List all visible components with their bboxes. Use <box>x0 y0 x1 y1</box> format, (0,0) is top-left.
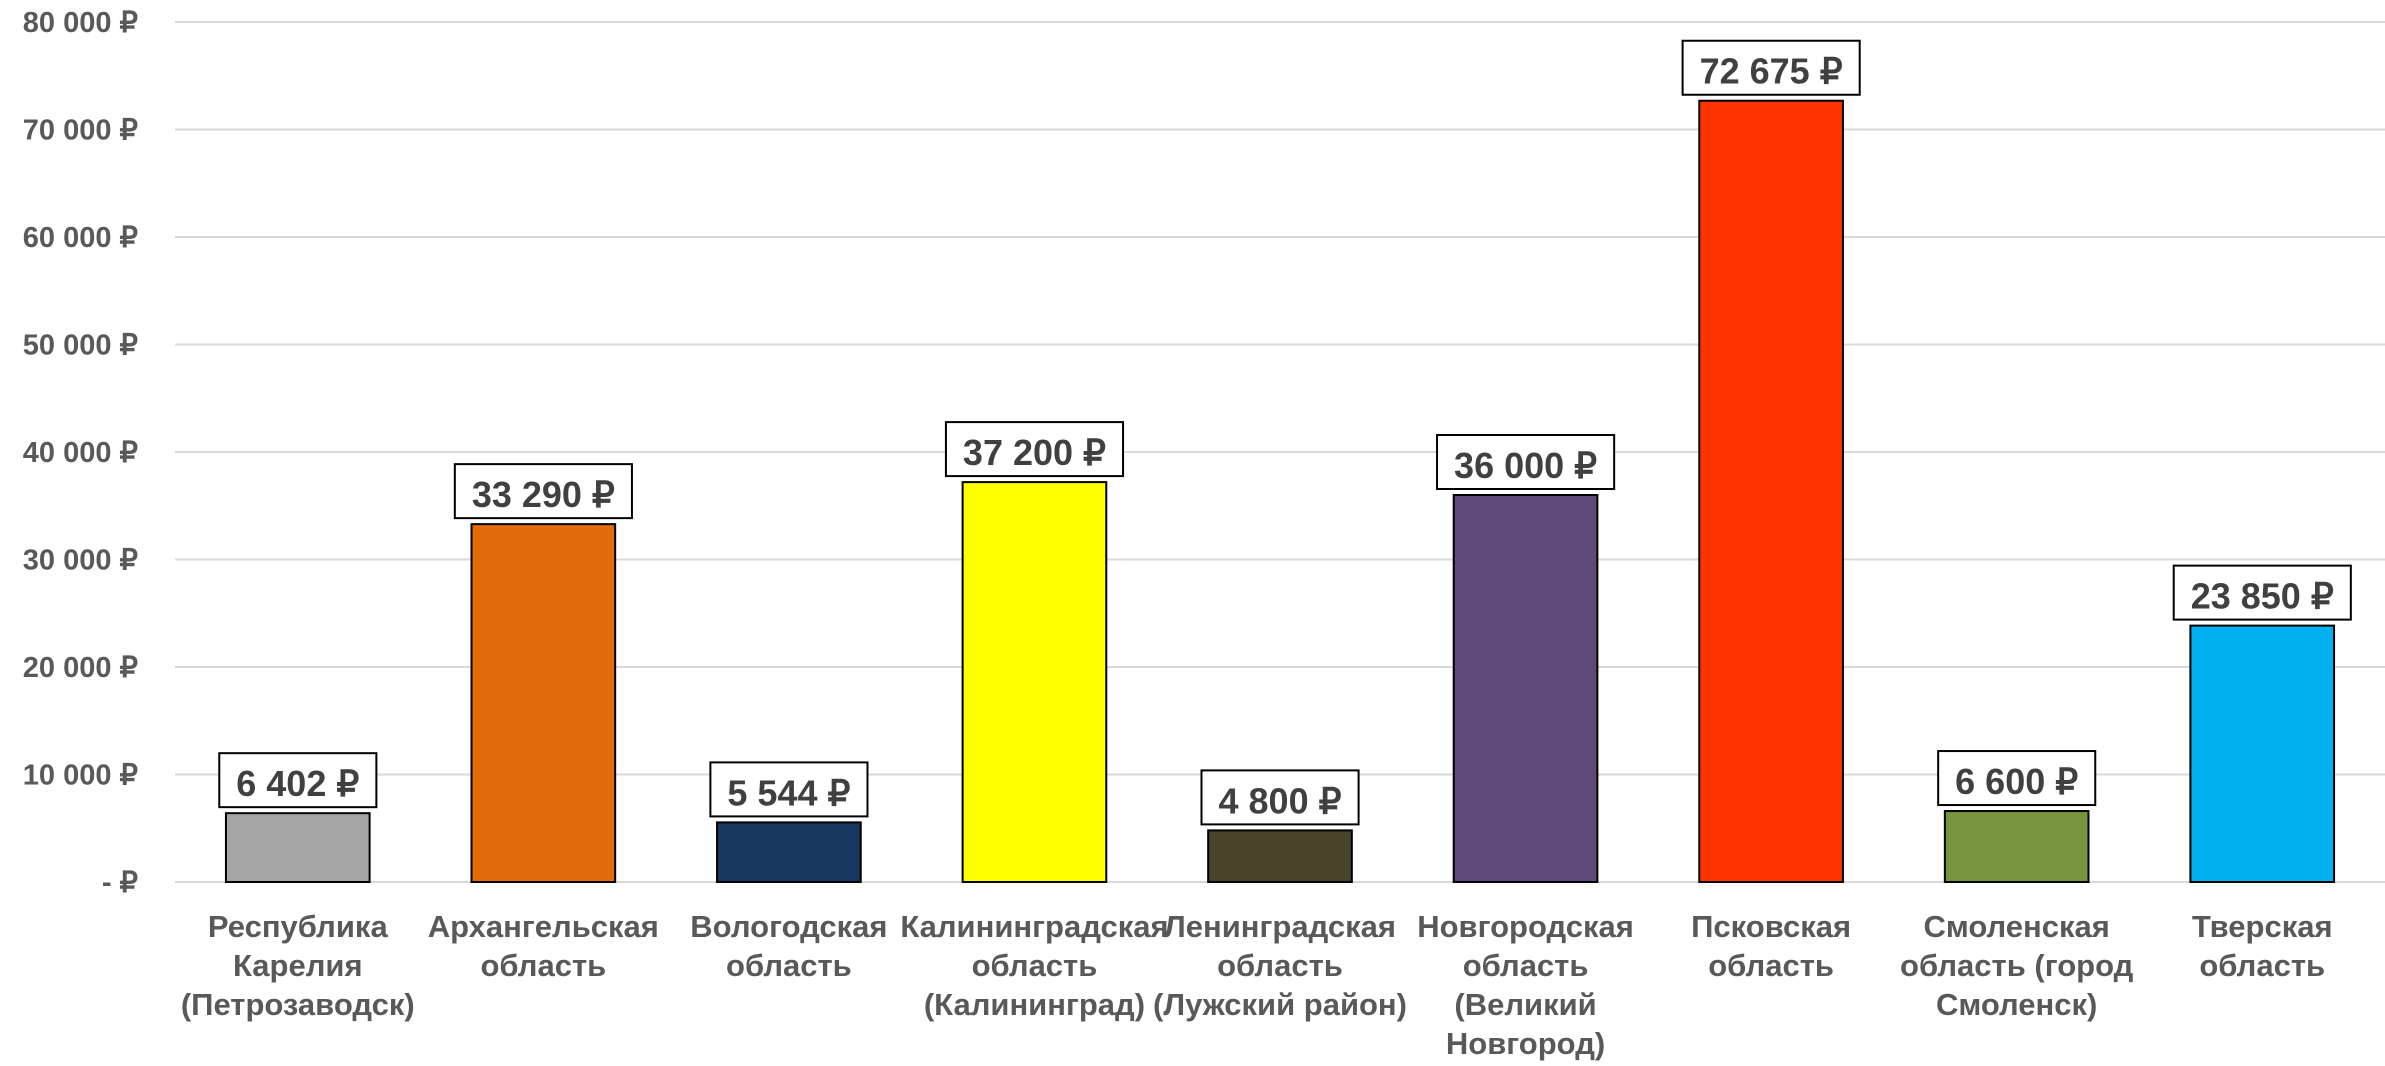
bar <box>470 523 617 883</box>
category-label: Тверская область <box>2192 909 2333 983</box>
bar <box>1452 494 1599 883</box>
category-label: Архангельская область <box>428 909 659 983</box>
bar <box>1943 810 2090 883</box>
y-tick-label: 10 000 ₽ <box>23 760 138 792</box>
data-label: 36 000 ₽ <box>1436 434 1616 490</box>
category-label-line: (Великий <box>1454 987 1596 1022</box>
category-label-line: Карелия <box>233 948 363 983</box>
data-label-text: 6 600 ₽ <box>1955 761 2078 802</box>
category-label-line: (Петрозаводск) <box>181 987 415 1022</box>
bar <box>224 812 371 884</box>
category-label-line: (Калининград) <box>924 987 1145 1022</box>
bar <box>2189 624 2336 883</box>
category-label-line: область <box>480 948 606 983</box>
category-label-line: Калининградская <box>900 909 1168 944</box>
data-label: 37 200 ₽ <box>944 421 1125 478</box>
bar <box>1207 829 1353 884</box>
bar <box>1698 99 1844 883</box>
data-label-box <box>1937 750 2097 807</box>
category-label-line: область (город <box>1900 948 2134 983</box>
category-label: Калининградская область (Калининград) <box>900 909 1168 1022</box>
y-tick-label: 70 000 ₽ <box>23 115 138 147</box>
data-label: 5 544 ₽ <box>709 761 869 818</box>
category-label-line: Новгород) <box>1446 1026 1605 1061</box>
y-tick-label: 20 000 ₽ <box>23 652 138 684</box>
data-label-text: 33 290 ₽ <box>472 474 615 515</box>
data-labels: 6 402 ₽ 33 290 ₽ 5 544 ₽ 37 200 ₽ 4 800 ₽ 36 … <box>218 39 2352 826</box>
category-label: Смоленская область (город Смоленск) <box>1900 909 2134 1022</box>
y-axis-ticks: - ₽ 10 000 ₽ 20 000 ₽ 30 000 ₽ 40 000 ₽ 50 00… <box>23 7 138 899</box>
category-label-line: Вологодская <box>690 909 887 944</box>
y-tick-label: 50 000 ₽ <box>23 330 138 362</box>
category-label-line: Тверская <box>2192 909 2333 944</box>
y-tick-label: 40 000 ₽ <box>23 437 138 469</box>
category-label-line: Псковская <box>1691 909 1851 944</box>
data-label-box <box>218 752 378 809</box>
category-label-line: Смоленск) <box>1936 987 2097 1022</box>
category-label-line: Новгородская <box>1417 909 1634 944</box>
data-label-text: 23 850 ₽ <box>2191 576 2334 617</box>
category-label-line: (Лужский район) <box>1153 987 1407 1022</box>
category-label-line: область <box>972 948 1098 983</box>
category-label: Новгородская область (Великий Новгород) <box>1417 909 1634 1061</box>
data-label: 72 675 ₽ <box>1681 39 1861 96</box>
category-label: Республика Карелия (Петрозаводск) <box>181 909 415 1022</box>
category-label-line: Республика <box>208 909 389 944</box>
data-label-box <box>453 463 633 520</box>
category-label-line: область <box>1463 948 1589 983</box>
category-label-line: область <box>1217 948 1343 983</box>
bar <box>716 821 862 883</box>
data-label: 23 850 ₽ <box>2172 564 2352 621</box>
category-label-line: Ленинградская <box>1164 909 1396 944</box>
data-label-text: 5 544 ₽ <box>727 772 850 813</box>
category-label: Вологодская область <box>690 909 887 983</box>
data-label-text: 4 800 ₽ <box>1219 780 1342 821</box>
data-label: 33 290 ₽ <box>453 463 633 520</box>
data-label-text: 6 402 ₽ <box>236 763 359 804</box>
category-label: Псковская область <box>1691 909 1851 983</box>
category-label-line: Архангельская <box>428 909 659 944</box>
category-label-line: Смоленская <box>1923 909 2109 944</box>
category-label: Ленинградская область (Лужский район) <box>1153 909 1407 1022</box>
y-tick-label: 30 000 ₽ <box>23 545 138 577</box>
data-label-box <box>2172 564 2352 621</box>
bar <box>961 481 1108 883</box>
y-tick-label: 80 000 ₽ <box>23 7 138 39</box>
x-axis-categories: Республика Карелия (Петрозаводск) Архангель… <box>181 909 2333 1061</box>
data-label-box <box>1681 39 1861 96</box>
data-label: 6 600 ₽ <box>1937 750 2097 807</box>
data-label-box <box>944 421 1125 478</box>
category-label-line: область <box>726 948 852 983</box>
y-tick-label: 60 000 ₽ <box>23 222 138 254</box>
data-label-box <box>1436 434 1616 490</box>
data-label-text: 37 200 ₽ <box>963 432 1106 473</box>
category-label-line: область <box>1708 948 1834 983</box>
y-tick-label: - ₽ <box>102 867 138 899</box>
data-label: 6 402 ₽ <box>218 752 378 809</box>
data-label-text: 36 000 ₽ <box>1454 445 1597 486</box>
data-label: 4 800 ₽ <box>1200 769 1360 826</box>
data-label-box <box>1200 769 1360 826</box>
data-label-box <box>709 761 869 818</box>
category-label-line: область <box>2199 948 2325 983</box>
bars <box>224 99 2336 884</box>
data-label-text: 72 675 ₽ <box>1700 51 1843 92</box>
